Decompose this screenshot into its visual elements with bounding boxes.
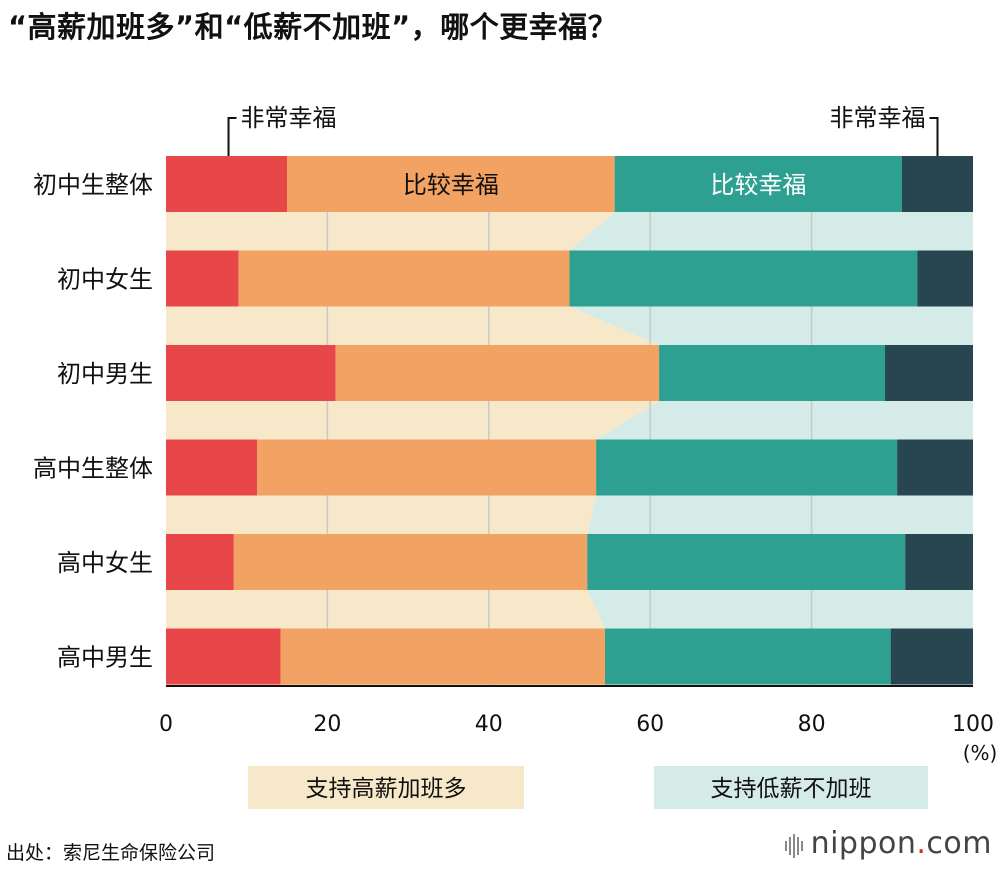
legend-label: 支持高薪加班多 [306,776,467,802]
x-tick-label: 80 [798,712,826,737]
callout-leader-left [227,117,237,156]
bar-very-happy-no-overtime [917,250,973,307]
bar-fairly-happy-overtime [233,534,588,590]
nippon-logo: nippon.com [784,826,992,862]
bar-very-happy-overtime [166,345,336,401]
category-label: 初中男生 [57,360,153,388]
x-tick-label: 100 [952,712,994,737]
logo-name: nippon [810,826,917,861]
category-label: 初中生整体 [33,171,153,199]
x-tick-label: 60 [636,712,664,737]
logo-bars-icon [784,827,805,862]
legend-swatch [248,766,524,809]
logo-dot: . [916,826,927,861]
bar-very-happy-overtime [166,439,258,496]
bar-very-happy-no-overtime [901,156,973,212]
bar-fairly-happy-no-overtime [659,345,886,401]
bar-very-happy-overtime [166,628,281,685]
bar-very-happy-no-overtime [897,439,973,496]
bar-fairly-happy-overtime [335,345,660,401]
background-support-overtime [166,156,660,686]
bar-fairly-happy-overtime [257,439,597,496]
x-tick-label: 40 [475,712,503,737]
logo-suffix: com [926,826,992,861]
background-support-no-overtime [569,156,973,686]
label-very-happy-no-overtime: 非常幸福 [829,104,925,132]
bar-very-happy-no-overtime [885,345,973,401]
bar-fairly-happy-no-overtime [569,250,918,307]
bar-very-happy-no-overtime [905,534,973,590]
x-tick-label: 0 [159,712,173,737]
bar-very-happy-overtime [166,534,234,590]
bar-fairly-happy-overtime [280,628,606,685]
legend-swatch [654,766,928,809]
bar-fairly-happy-overtime [287,156,615,212]
category-label: 高中女生 [57,549,153,577]
source-note: 出处：索尼生命保险公司 [6,842,216,864]
x-tick-label: 20 [313,712,341,737]
bar-very-happy-no-overtime [890,628,973,685]
chart-title: “高薪加班多”和“低薪不加班”，哪个更幸福？ [8,10,618,44]
bar-fairly-happy-no-overtime [614,156,902,212]
category-label: 高中男生 [57,644,153,672]
bar-fairly-happy-overtime [238,250,570,307]
label-fairly-happy-no-overtime: 比较幸福 [710,171,806,199]
bar-fairly-happy-no-overtime [596,439,898,496]
callout-leader-right [929,117,939,156]
label-fairly-happy-overtime: 比较幸福 [403,171,499,199]
category-label: 初中女生 [57,266,153,294]
x-unit-label: (%) [963,741,998,765]
bar-fairly-happy-no-overtime [605,628,891,685]
bar-very-happy-overtime [166,250,239,307]
legend-label: 支持低薪不加班 [711,776,872,802]
label-very-happy-overtime: 非常幸福 [241,104,337,132]
category-label: 高中生整体 [33,455,153,483]
bar-fairly-happy-no-overtime [587,534,906,590]
bar-very-happy-overtime [166,156,288,212]
